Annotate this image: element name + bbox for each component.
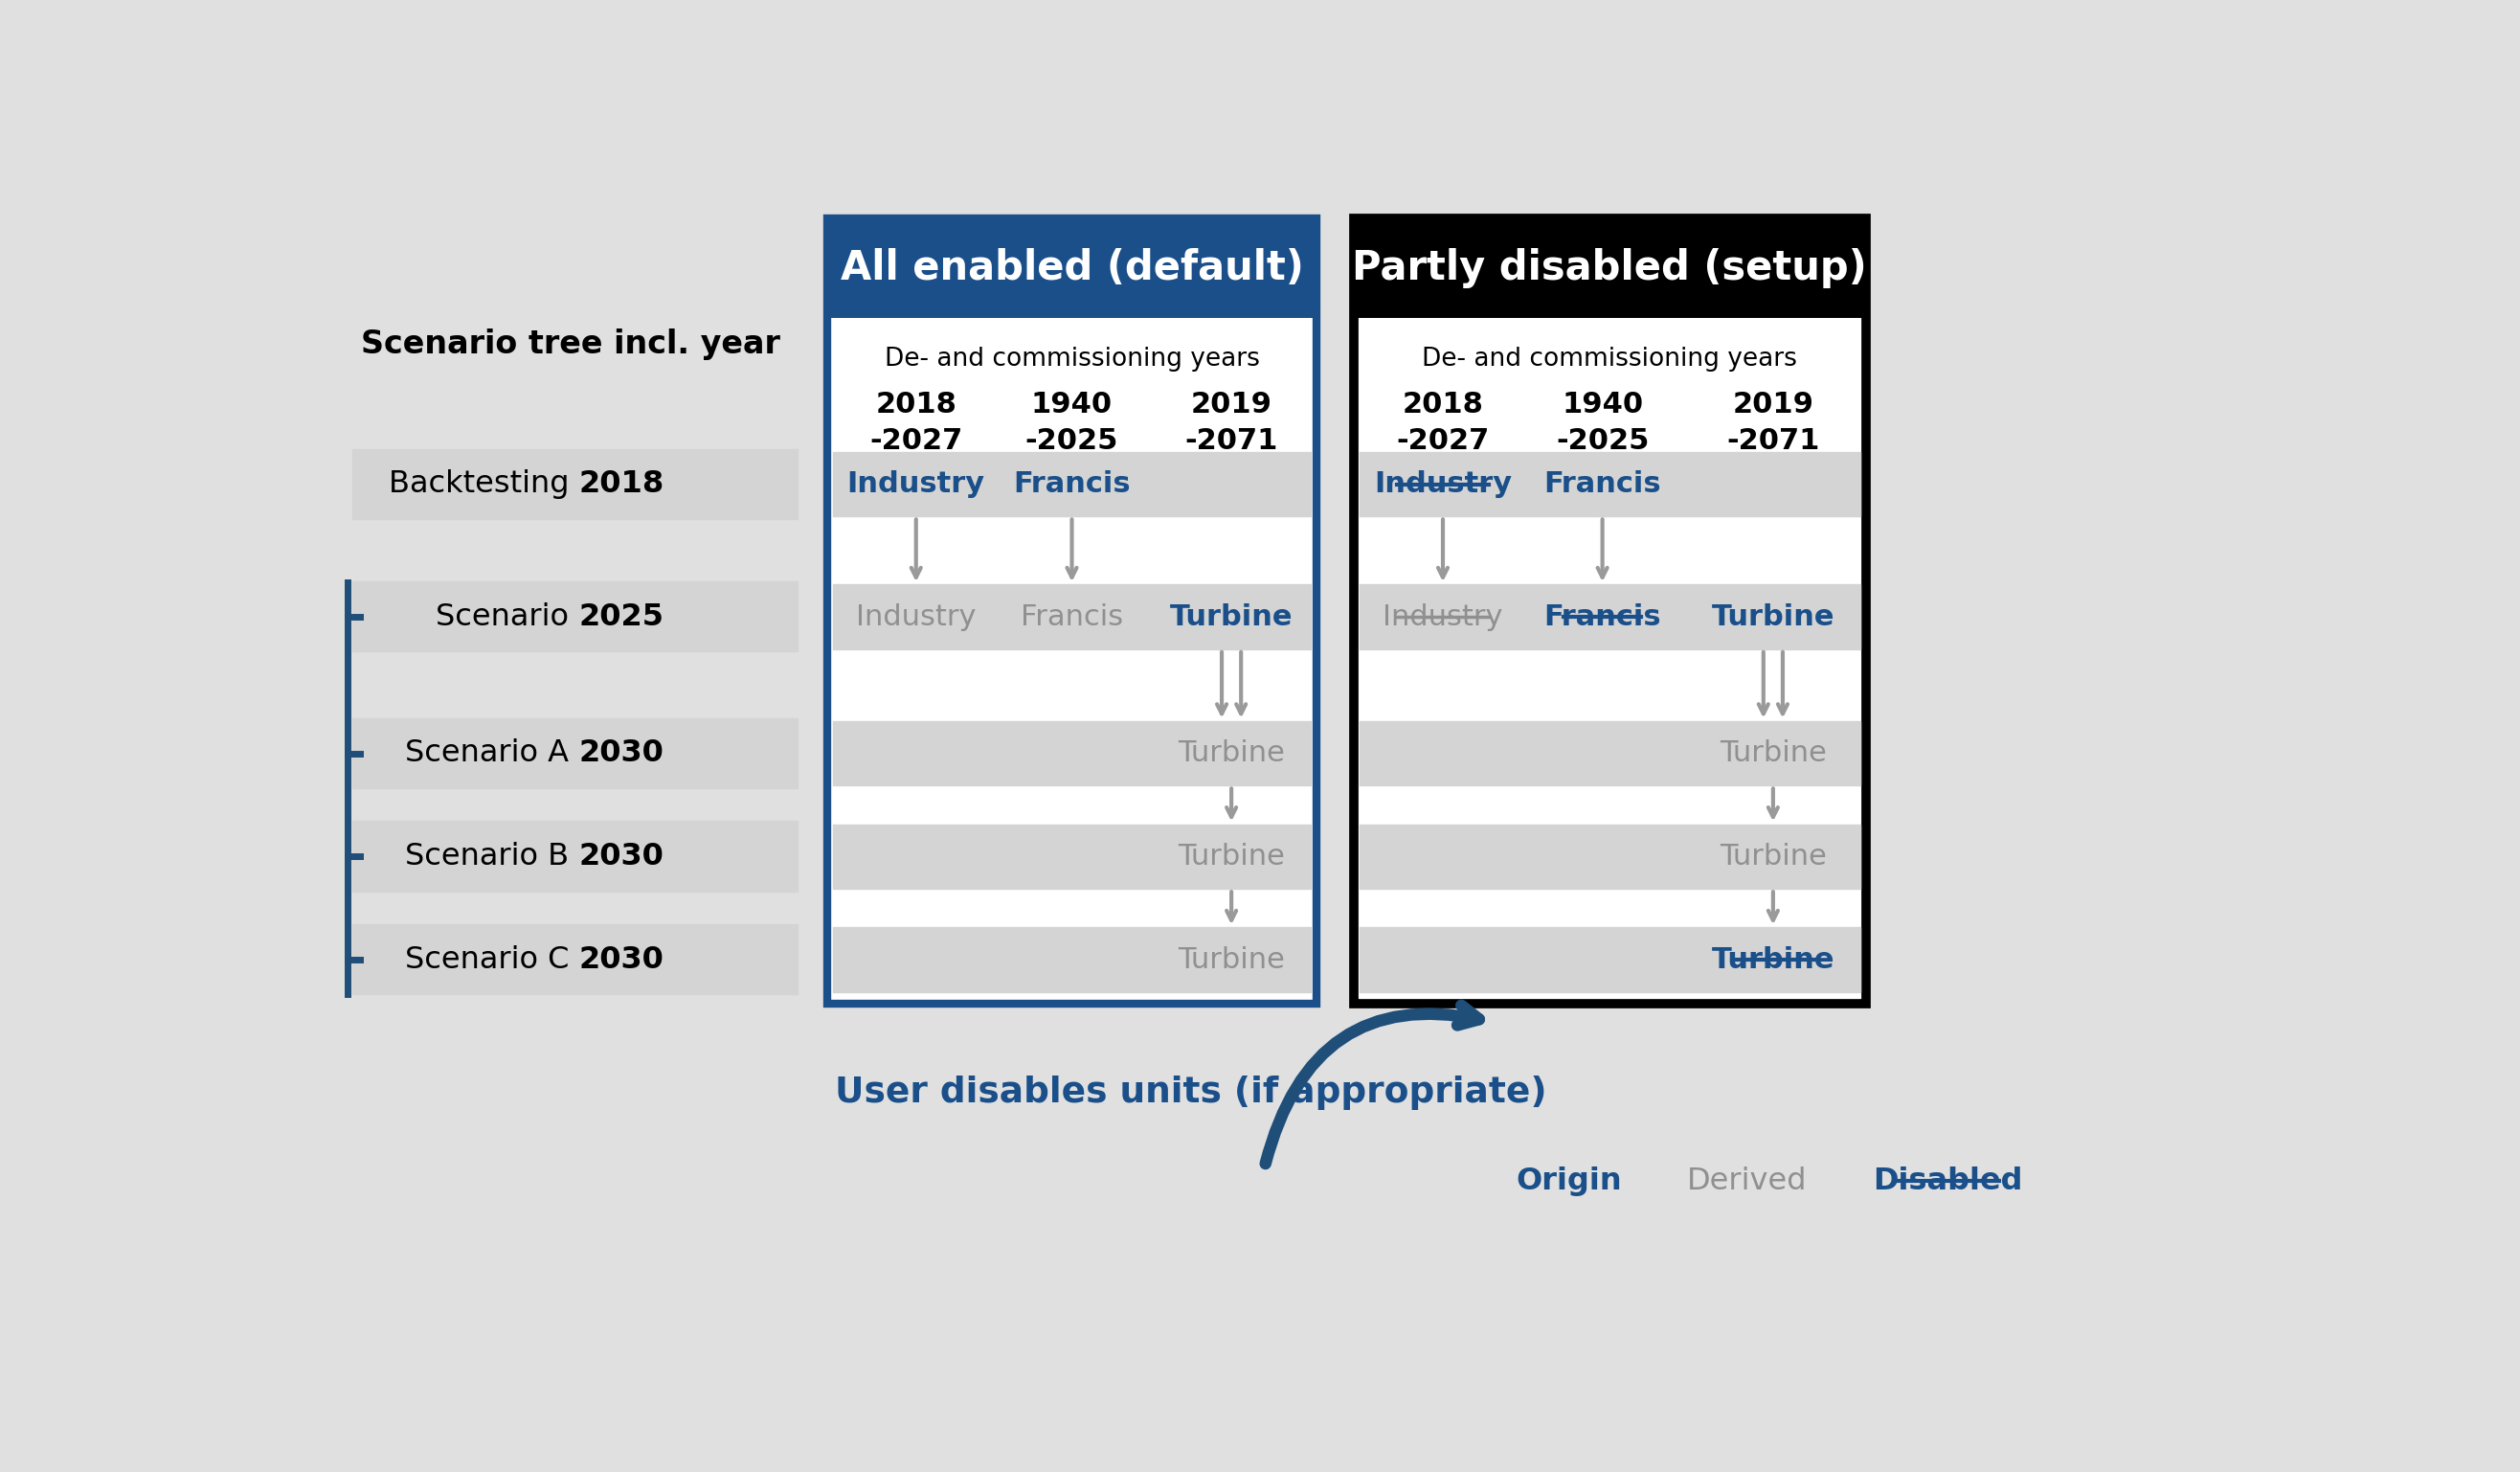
Bar [834,452,1310,517]
Text: Turbine: Turbine [1177,946,1285,973]
Text: -2027: -2027 [1396,427,1489,455]
Text: Industry: Industry [857,604,975,631]
Text: Scenario B: Scenario B [406,842,580,871]
Text: Origin: Origin [1517,1166,1623,1195]
Bar [834,927,1310,992]
Bar [1361,824,1860,889]
Text: Francis: Francis [1545,470,1661,498]
Text: 2030: 2030 [580,842,663,871]
Bar [353,581,796,652]
Text: De- and commissioning years: De- and commissioning years [1421,346,1797,371]
Text: Turbine: Turbine [1711,604,1835,631]
Text: 2018: 2018 [1401,390,1484,418]
Text: 2019: 2019 [1192,390,1273,418]
Text: Industry: Industry [1373,470,1512,498]
Text: Francis: Francis [1021,604,1124,631]
Bar [353,718,796,788]
Text: Turbine: Turbine [1177,842,1285,870]
Bar [834,721,1310,786]
Text: Partly disabled (setup): Partly disabled (setup) [1353,247,1867,289]
Text: Scenario A: Scenario A [406,739,580,768]
Text: -2025: -2025 [1555,427,1648,455]
Text: Scenario: Scenario [436,602,580,631]
Text: -2071: -2071 [1726,427,1819,455]
Text: Turbine: Turbine [1711,946,1835,973]
Text: Industry: Industry [1383,604,1502,631]
Text: 1940: 1940 [1562,390,1643,418]
Bar [834,824,1310,889]
Text: Francis: Francis [1545,604,1661,631]
Text: Industry: Industry [847,470,985,498]
Text: User disables units (if appropriate): User disables units (if appropriate) [834,1076,1547,1110]
Bar [834,584,1310,649]
Text: Turbine: Turbine [1177,739,1285,767]
Bar [827,219,1318,318]
Text: Disabled: Disabled [1872,1166,2024,1195]
Bar [1361,721,1860,786]
Text: -2027: -2027 [869,427,963,455]
Text: Turbine: Turbine [1719,739,1827,767]
Text: 1940: 1940 [1031,390,1114,418]
Text: Scenario C: Scenario C [406,945,580,974]
Bar [1361,452,1860,517]
Bar [353,924,796,995]
Text: All enabled (default): All enabled (default) [839,247,1303,289]
Bar [353,449,796,518]
Text: 2018: 2018 [874,390,958,418]
Bar [1361,584,1860,649]
Bar [827,219,1318,1004]
Text: Turbine: Turbine [1169,604,1293,631]
Bar [1361,927,1860,992]
Text: De- and commissioning years: De- and commissioning years [885,346,1260,371]
Text: -2071: -2071 [1184,427,1278,455]
Text: 2030: 2030 [580,945,663,974]
Text: Turbine: Turbine [1719,842,1827,870]
Text: 2019: 2019 [1731,390,1814,418]
Bar [1353,219,1865,1004]
Text: Derived: Derived [1686,1166,1807,1195]
Text: 2030: 2030 [580,739,663,768]
Text: -2025: -2025 [1026,427,1119,455]
Bar [1353,219,1865,318]
Bar [353,821,796,891]
Text: Scenario tree incl. year: Scenario tree incl. year [360,328,781,359]
Text: Francis: Francis [1013,470,1131,498]
Text: Backtesting: Backtesting [388,470,580,499]
Text: 2025: 2025 [580,602,663,631]
Text: 2018: 2018 [580,470,663,499]
